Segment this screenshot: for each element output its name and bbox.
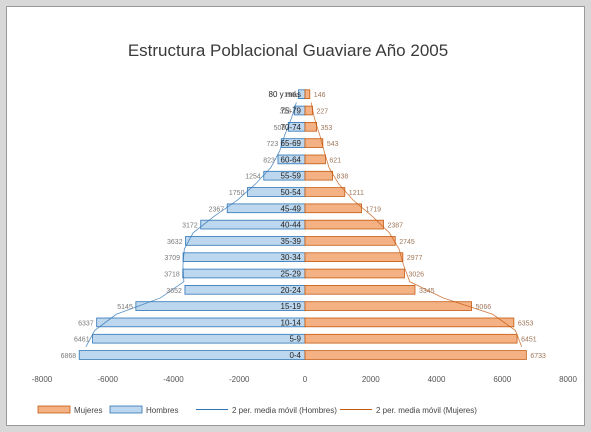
x-tick-label: 8000: [559, 375, 577, 384]
age-group-label: 35-39: [281, 237, 302, 246]
data-label-hombres: 508: [274, 125, 286, 132]
bar-mujeres-30-34: [304, 252, 404, 263]
x-tick-label: -6000: [98, 375, 119, 384]
legend-label: 2 per. media móvil (Hombres): [232, 406, 337, 415]
age-group-label: 30-34: [281, 253, 302, 262]
data-label-mujeres: 2387: [387, 223, 403, 230]
age-group-label: 75-79: [281, 107, 302, 116]
data-label-hombres: 3718: [164, 272, 180, 279]
x-tick-label: -8000: [32, 375, 53, 384]
x-tick-label: -4000: [163, 375, 184, 384]
age-group-label: 60-64: [281, 155, 302, 164]
data-label-hombres: 823: [263, 157, 275, 164]
bar-mujeres-45-49: [304, 203, 362, 214]
data-label-mujeres: 1211: [349, 190, 364, 197]
age-group-label: 55-59: [281, 172, 302, 181]
data-label-hombres: 6461: [74, 337, 90, 344]
data-label-mujeres: 2977: [407, 255, 423, 262]
legend-swatch: [37, 405, 71, 414]
x-tick-label: 4000: [428, 375, 446, 384]
bar-mujeres-5-9: [304, 333, 518, 344]
moving-average-mujeres-line: [310, 102, 523, 347]
bar-mujeres-70-74: [304, 122, 318, 132]
data-label-hombres: 2367: [209, 206, 225, 213]
legend-label: Mujeres: [74, 406, 102, 415]
bar-mujeres-0-4: [304, 350, 527, 360]
data-label-hombres: 3709: [164, 255, 180, 262]
bar-mujeres-40-44: [304, 219, 384, 230]
bar-mujeres-80 y más: [304, 89, 311, 100]
data-label-hombres: 1750: [229, 190, 245, 197]
data-label-hombres: 3632: [167, 239, 183, 246]
age-group-label: 40-44: [281, 221, 302, 230]
bar-mujeres-75-79: [304, 105, 313, 116]
legend-label: 2 per. media móvil (Mujeres): [376, 406, 477, 415]
bar-hombres-0-4: [78, 350, 306, 360]
data-label-mujeres: 5066: [476, 304, 492, 311]
data-label-hombres: 3172: [182, 223, 198, 230]
data-label-mujeres: 227: [316, 109, 328, 116]
age-group-label: 10-14: [281, 318, 302, 327]
data-label-hombres: 3652: [166, 288, 182, 295]
data-label-hombres: 6868: [61, 353, 77, 360]
data-label-mujeres: 621: [329, 157, 341, 164]
bars-layer: [78, 89, 527, 360]
age-group-label: 0-4: [289, 351, 301, 360]
data-label-mujeres: 543: [327, 141, 339, 148]
data-label-mujeres: 6353: [518, 320, 534, 327]
data-label-hombres: 328: [280, 109, 292, 116]
age-group-label: 70-74: [281, 123, 302, 132]
data-label-mujeres: 6733: [530, 353, 546, 360]
moving-average-hombres-line: [85, 102, 297, 348]
age-group-label: 50-54: [281, 188, 302, 197]
bar-mujeres-60-64: [304, 154, 326, 165]
age-group-label: 80 y más: [269, 90, 301, 99]
age-group-label: 65-69: [281, 139, 302, 148]
legend-swatch: [109, 405, 143, 414]
bar-hombres-10-14: [96, 317, 306, 328]
x-tick-label: 6000: [493, 375, 511, 384]
x-tick-label: -2000: [229, 375, 250, 384]
age-group-label: 20-24: [281, 286, 302, 295]
data-label-hombres: 5145: [117, 304, 133, 311]
x-axis: -8000 -6000 -4000 -2000 0 2000 4000 6000 8000: [32, 375, 578, 384]
x-tick-label: 0: [303, 375, 308, 384]
bar-mujeres-25-29: [304, 268, 405, 279]
bar-mujeres-65-69: [304, 138, 324, 148]
age-group-label: 45-49: [281, 204, 302, 213]
data-label-mujeres: 838: [337, 174, 349, 181]
bar-mujeres-50-54: [304, 187, 346, 197]
data-label-mujeres: 6451: [521, 337, 537, 344]
data-label-mujeres: 353: [321, 125, 333, 132]
bar-mujeres-55-59: [304, 170, 333, 181]
age-group-label: 15-19: [281, 302, 302, 311]
bar-mujeres-10-14: [304, 317, 515, 328]
age-group-label: 25-29: [281, 270, 302, 279]
chart-title: Estructura Poblacional Guaviare Año 2005: [128, 41, 448, 60]
data-label-hombres: 1254: [245, 174, 261, 181]
age-group-label: 5-9: [289, 335, 301, 344]
data-label-mujeres: 3345: [419, 288, 435, 295]
data-label-hombres: 723: [267, 141, 279, 148]
legend-label: Hombres: [146, 406, 178, 415]
data-label-mujeres: 146: [314, 92, 326, 99]
data-label-hombres: 196: [284, 92, 296, 99]
data-labels-layer: 0-4 6868 6733 5-9 6461 6451 10-14 6337 6353 15-19…: [61, 90, 546, 360]
data-label-hombres: 6337: [78, 320, 94, 327]
bar-mujeres-15-19: [304, 301, 472, 311]
bar-hombres-5-9: [92, 333, 306, 344]
legend: Mujeres Hombres 2 per. media móvil (Hombre…: [37, 405, 477, 415]
x-tick-label: 2000: [362, 375, 380, 384]
data-label-mujeres: 1719: [366, 206, 382, 213]
bar-mujeres-20-24: [304, 284, 416, 295]
data-label-mujeres: 3026: [408, 272, 424, 279]
bar-mujeres-35-39: [304, 236, 396, 246]
data-label-mujeres: 2745: [399, 239, 415, 246]
